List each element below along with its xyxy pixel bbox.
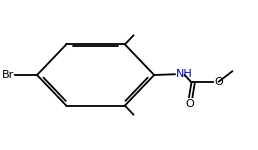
Text: NH: NH xyxy=(176,69,192,79)
Text: Br: Br xyxy=(2,70,14,80)
Text: O: O xyxy=(185,99,194,109)
Text: O: O xyxy=(214,77,223,87)
